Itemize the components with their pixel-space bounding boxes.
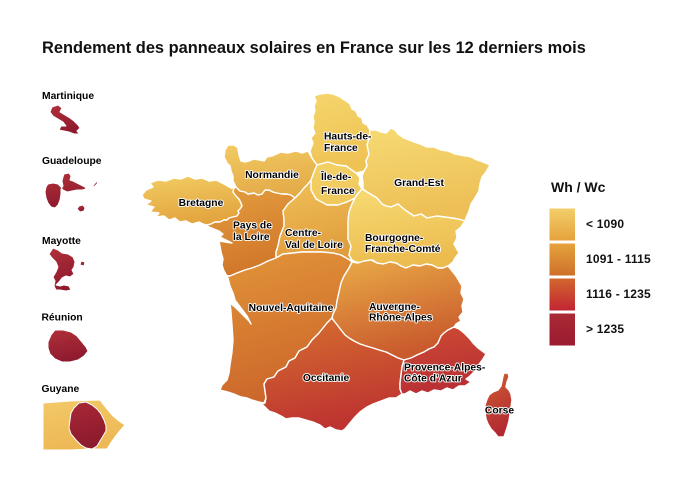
svg-text:Occitanie: Occitanie: [303, 373, 350, 384]
svg-text:Grand-Est: Grand-Est: [394, 178, 444, 189]
svg-text:Guadeloupe: Guadeloupe: [42, 156, 102, 167]
svg-text:< 1090: < 1090: [586, 217, 624, 231]
svg-text:Franche-Comté: Franche-Comté: [365, 244, 441, 255]
svg-text:Corse: Corse: [485, 406, 514, 417]
svg-text:Rhône-Alpes: Rhône-Alpes: [369, 313, 433, 324]
svg-text:Provence-Alpes-: Provence-Alpes-: [404, 363, 486, 374]
svg-text:Wh / Wc: Wh / Wc: [551, 179, 606, 195]
svg-text:Mayotte: Mayotte: [42, 236, 81, 247]
svg-text:France: France: [324, 143, 358, 154]
svg-text:Bourgogne-: Bourgogne-: [365, 233, 424, 244]
svg-text:France: France: [321, 186, 355, 197]
svg-text:Nouvel-Aquitaine: Nouvel-Aquitaine: [249, 303, 334, 314]
svg-text:la Loire: la Loire: [233, 232, 270, 243]
svg-text:Hauts-de-: Hauts-de-: [324, 132, 372, 143]
svg-text:Martinique: Martinique: [42, 91, 94, 102]
svg-text:Val de Loire: Val de Loire: [285, 240, 343, 251]
svg-text:1091 - 1115: 1091 - 1115: [586, 252, 651, 266]
svg-text:Auvergne-: Auvergne-: [369, 302, 420, 313]
svg-text:Rendement des panneaux solaire: Rendement des panneaux solaires en Franc…: [42, 39, 586, 57]
svg-text:Guyane: Guyane: [42, 384, 80, 395]
svg-text:> 1235: > 1235: [586, 322, 624, 336]
svg-text:Île-de-: Île-de-: [320, 170, 352, 183]
svg-text:Centre-: Centre-: [285, 228, 322, 239]
svg-text:1116 - 1235: 1116 - 1235: [586, 287, 651, 301]
svg-text:Bretagne: Bretagne: [179, 198, 224, 209]
svg-text:Pays de: Pays de: [233, 221, 272, 232]
svg-text:Réunion: Réunion: [42, 313, 83, 324]
svg-text:Normandie: Normandie: [245, 170, 299, 181]
svg-text:Côte d’Azur: Côte d’Azur: [404, 374, 462, 385]
